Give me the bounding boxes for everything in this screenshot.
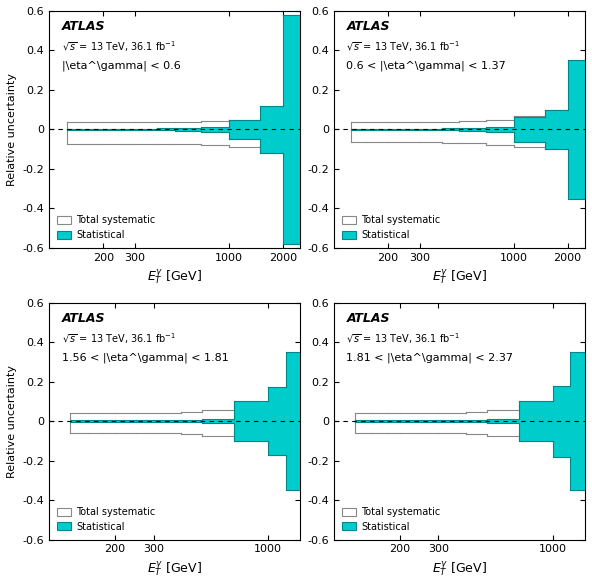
Text: $\sqrt{s}$ = 13 TeV, 36.1 fb$^{-1}$: $\sqrt{s}$ = 13 TeV, 36.1 fb$^{-1}$ (346, 331, 461, 346)
Text: 1.56 < |\eta^\gamma| < 1.81: 1.56 < |\eta^\gamma| < 1.81 (62, 352, 229, 363)
Polygon shape (355, 403, 585, 421)
Text: $\sqrt{s}$ = 13 TeV, 36.1 fb$^{-1}$: $\sqrt{s}$ = 13 TeV, 36.1 fb$^{-1}$ (346, 39, 461, 54)
Text: $\sqrt{s}$ = 13 TeV, 36.1 fb$^{-1}$: $\sqrt{s}$ = 13 TeV, 36.1 fb$^{-1}$ (62, 331, 176, 346)
X-axis label: $E_T^{\gamma}$ [GeV]: $E_T^{\gamma}$ [GeV] (432, 268, 487, 288)
Polygon shape (351, 60, 585, 130)
X-axis label: $E_T^{\gamma}$ [GeV]: $E_T^{\gamma}$ [GeV] (147, 268, 202, 288)
Polygon shape (70, 421, 300, 441)
Polygon shape (355, 352, 585, 421)
Text: 0.6 < |\eta^\gamma| < 1.37: 0.6 < |\eta^\gamma| < 1.37 (346, 61, 506, 71)
Text: ATLAS: ATLAS (346, 312, 390, 325)
X-axis label: $E_T^{\gamma}$ [GeV]: $E_T^{\gamma}$ [GeV] (432, 560, 487, 579)
Polygon shape (66, 118, 300, 130)
Text: ATLAS: ATLAS (346, 21, 390, 33)
Text: ATLAS: ATLAS (62, 21, 105, 33)
Text: ATLAS: ATLAS (62, 312, 105, 325)
Y-axis label: Relative uncertainty: Relative uncertainty (7, 364, 17, 478)
Y-axis label: Relative uncertainty: Relative uncertainty (7, 73, 17, 186)
Polygon shape (351, 130, 585, 199)
Polygon shape (351, 130, 585, 149)
X-axis label: $E_T^{\gamma}$ [GeV]: $E_T^{\gamma}$ [GeV] (147, 560, 202, 579)
Polygon shape (355, 421, 585, 490)
Polygon shape (355, 421, 585, 441)
Polygon shape (66, 130, 300, 149)
Polygon shape (70, 421, 300, 490)
Polygon shape (70, 403, 300, 421)
Polygon shape (66, 130, 300, 244)
Text: 1.81 < |\eta^\gamma| < 2.37: 1.81 < |\eta^\gamma| < 2.37 (346, 352, 513, 363)
Polygon shape (351, 110, 585, 130)
Polygon shape (66, 15, 300, 130)
Text: $\sqrt{s}$ = 13 TeV, 36.1 fb$^{-1}$: $\sqrt{s}$ = 13 TeV, 36.1 fb$^{-1}$ (62, 39, 176, 54)
Polygon shape (70, 352, 300, 421)
Legend: Total systematic, Statistical: Total systematic, Statistical (54, 212, 159, 243)
Legend: Total systematic, Statistical: Total systematic, Statistical (54, 504, 159, 534)
Text: |\eta^\gamma| < 0.6: |\eta^\gamma| < 0.6 (62, 61, 181, 71)
Legend: Total systematic, Statistical: Total systematic, Statistical (339, 504, 443, 534)
Legend: Total systematic, Statistical: Total systematic, Statistical (339, 212, 443, 243)
